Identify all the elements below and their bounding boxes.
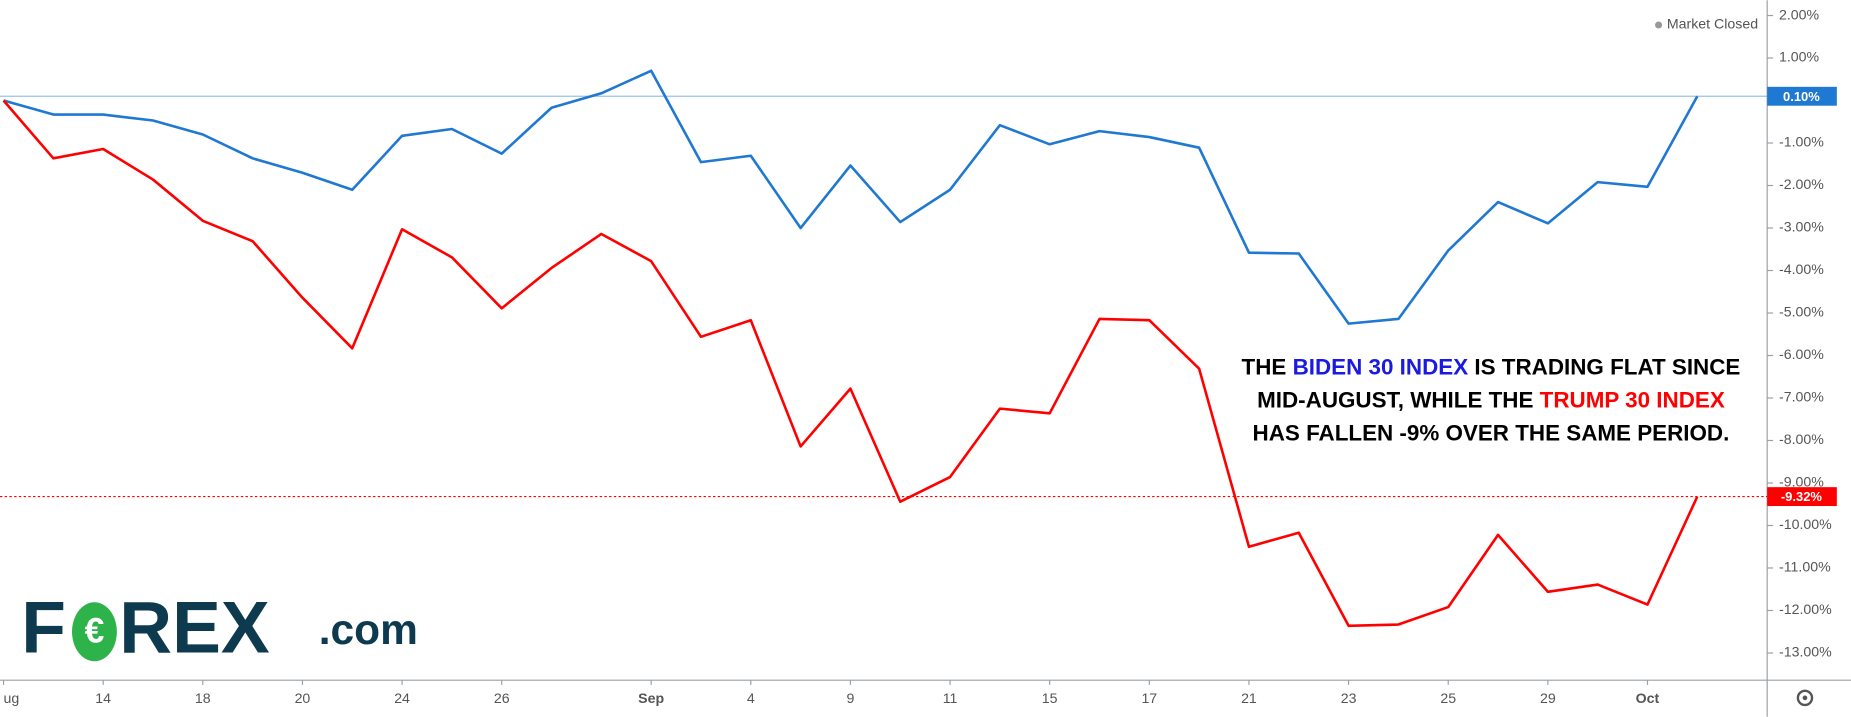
y-tick-label: -10.00% [1779,517,1832,533]
logo-text: REX [119,586,270,668]
x-tick-label: ug [4,691,20,707]
x-tick-label: 20 [295,691,311,707]
annotation-part: TRUMP 30 INDEX [1540,388,1725,413]
market-status: Market Closed [1667,17,1758,33]
y-tick-label: -5.00% [1779,305,1824,321]
x-tick-label: Sep [638,691,664,707]
y-tick-label: -7.00% [1779,390,1824,406]
last-value-label: -9.32% [1781,489,1823,504]
gear-center[interactable] [1802,695,1808,701]
x-tick-label: 25 [1440,691,1456,707]
y-tick-label: -9.00% [1779,475,1824,491]
y-tick-label: 2.00% [1779,7,1820,23]
x-tick-label: 29 [1540,691,1556,707]
gear[interactable] [1796,689,1814,707]
x-tick-label: 24 [394,691,410,707]
x-tick-label: 17 [1141,691,1157,707]
series-line [2,99,1699,628]
settings-icon[interactable] [1796,689,1814,707]
logo-mark-glyph: € [85,610,105,650]
y-tick-label: -2.00% [1779,177,1824,193]
x-tick-label: Oct [1636,691,1660,707]
last-value-label: 0.10% [1783,89,1820,104]
x-tick-label: 26 [494,691,510,707]
x-tick-label: 14 [95,691,111,707]
y-tick-label: -1.00% [1779,135,1824,151]
annotation: THE BIDEN 30 INDEX IS TRADING FLAT SINCE [1242,354,1741,379]
annotation-part: THE [1242,354,1293,379]
annotation: HAS FALLEN -9% OVER THE SAME PERIOD. [1253,421,1730,446]
annotation-part: HAS FALLEN -9% OVER THE SAME PERIOD. [1253,421,1730,446]
annotation-part: BIDEN 30 INDEX [1293,354,1469,379]
y-tick-label: -12.00% [1779,602,1832,618]
y-tick-label: -11.00% [1779,560,1831,576]
x-tick-label: 4 [747,691,755,707]
x-tick-label: 11 [943,691,958,707]
annotation-part: IS TRADING FLAT SINCE [1468,354,1740,379]
y-tick-label: -4.00% [1779,262,1824,278]
y-tick-label: -13.00% [1779,645,1832,661]
y-tick-label: 1.00% [1779,50,1820,66]
annotation: MID-AUGUST, WHILE THE TRUMP 30 INDEX [1257,388,1725,413]
x-tick-label: 21 [1241,691,1257,707]
logo-text: F [21,586,66,668]
series-line [3,69,1699,325]
logo-mark [72,602,117,662]
status-dot [1655,21,1663,29]
x-tick-label: 23 [1341,691,1357,707]
logo-suffix: .com [319,607,418,654]
y-tick-label: -3.00% [1779,220,1824,236]
last-value-badge [1767,86,1837,106]
last-value-badge [1767,487,1837,507]
x-tick-label: 15 [1042,691,1058,707]
y-tick-label: -6.00% [1779,347,1824,363]
annotation-part: MID-AUGUST, WHILE THE [1257,388,1540,413]
y-tick-label: -8.00% [1779,432,1824,448]
x-tick-label: 9 [846,691,854,707]
x-tick-label: 18 [195,691,211,707]
logo: F € REX .com [21,586,418,668]
